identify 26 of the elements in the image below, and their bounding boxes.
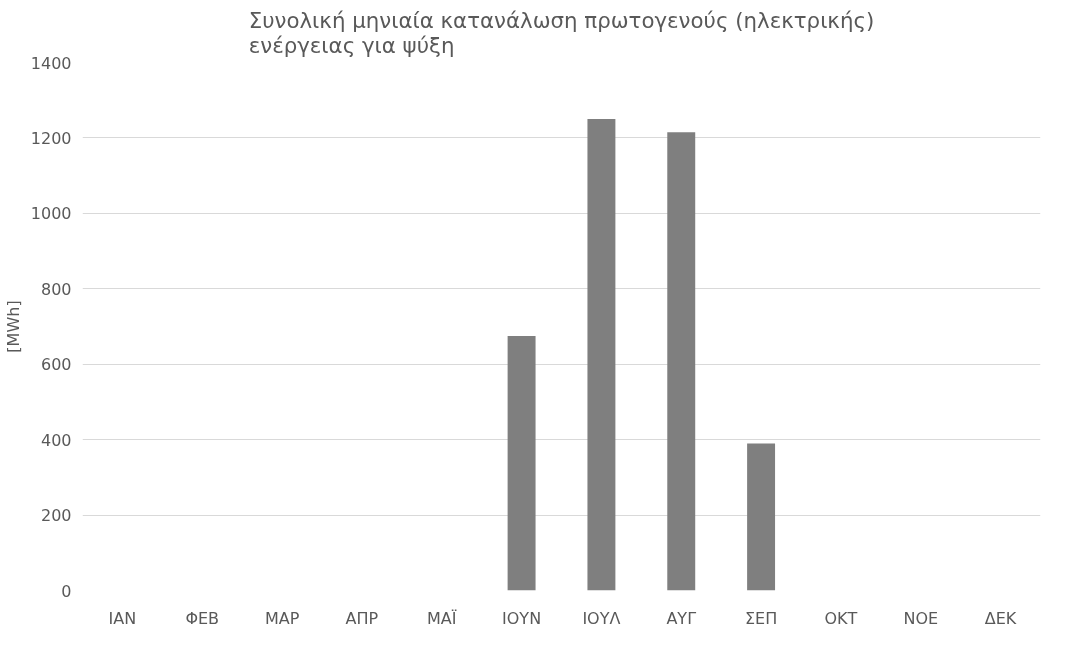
x-tick-label: ΑΥΓ [666,608,697,628]
y-tick-label: 800 [40,279,72,299]
y-axis-title: [MWh] [3,300,23,353]
x-tick-label: ΔΕΚ [984,608,1017,628]
x-tick-label: ΦΕΒ [185,608,220,628]
bar [747,443,776,591]
x-tick-label: ΝΟΕ [903,608,939,628]
y-tick-label: 1000 [30,204,72,224]
x-tick-label: ΜΑΪ [427,608,457,628]
y-tick-label: 0 [61,581,72,601]
bar [667,132,696,591]
y-tick-label: 200 [40,506,72,526]
x-tick-label: ΜΑΡ [264,608,300,628]
x-tick-label: ΙΟΥΝ [502,608,542,628]
chart-title: Συνολική μηνιαία κατανάλωση πρωτογενούς (ηλεκτρικής) ενέργειας για ψύξη [248,7,875,58]
x-tick-label: ΙΑΝ [108,608,137,628]
y-tick-label: 1400 [30,53,72,73]
x-tick-label: ΑΠΡ [345,608,379,628]
y-tick-label: 400 [40,430,72,450]
bar [587,119,616,591]
bar [507,335,536,591]
y-tick-label: 600 [40,355,72,375]
y-tick-label: 1200 [30,128,72,148]
x-tick-label: ΟΚΤ [824,608,858,628]
x-tick-label: ΙΟΥΛ [582,608,621,628]
x-tick-label: ΣΕΠ [744,608,778,628]
